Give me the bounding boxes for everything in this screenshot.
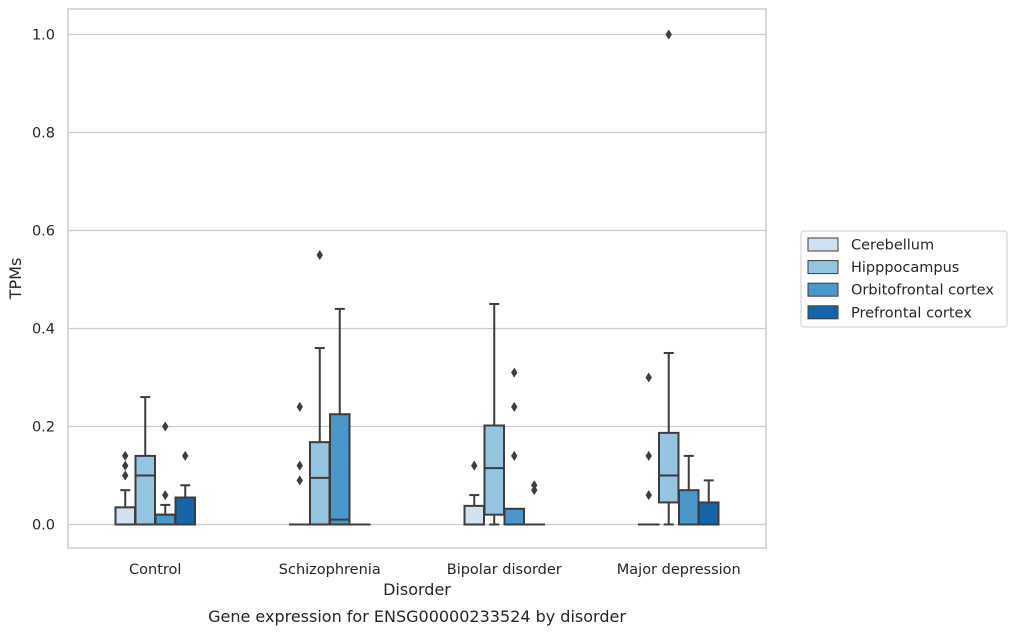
outlier-marker [511, 450, 518, 461]
x-axis-label: Disorder [383, 580, 451, 599]
box [503, 507, 525, 526]
outlier-marker [645, 490, 652, 501]
legend-swatch [807, 305, 839, 320]
outlier-marker [162, 421, 169, 432]
box [483, 424, 505, 516]
box-group [289, 401, 311, 526]
box [134, 454, 156, 526]
box-group [638, 372, 660, 526]
box-group [698, 479, 720, 526]
box [463, 504, 485, 526]
box-group [174, 450, 196, 526]
box [678, 489, 700, 526]
box-group [523, 480, 545, 526]
box [658, 431, 680, 504]
y-tick-label: 0.2 [32, 419, 55, 435]
box [329, 413, 351, 526]
outlier-marker [122, 450, 129, 461]
x-tick-labels: Control Schizophrenia Bipolar disorder Majo… [129, 562, 741, 578]
outlier-marker [122, 460, 129, 471]
legend-label: Cerebellum [851, 238, 934, 254]
legend-swatch [807, 282, 839, 297]
outlier-marker [665, 29, 672, 40]
box-group [483, 302, 505, 526]
outlier-marker [182, 450, 189, 461]
x-tick-label: Major depression [617, 562, 741, 578]
y-tick-label: 0.0 [32, 517, 55, 533]
box-group [134, 396, 156, 526]
outlier-marker [316, 249, 323, 260]
box [154, 513, 176, 526]
legend-label: Orbitofrontal cortex [851, 283, 994, 299]
outlier-marker [162, 490, 169, 501]
outlier-marker [296, 475, 303, 486]
box-group [463, 460, 485, 526]
y-axis-label: TPMs [6, 258, 25, 301]
x-tick-label: Control [129, 562, 181, 578]
y-tick-label: 0.4 [32, 321, 55, 337]
legend-swatch [807, 260, 839, 275]
box [114, 506, 136, 526]
y-tick-label: 0.6 [32, 223, 55, 239]
outlier-marker [296, 460, 303, 471]
box-group [503, 367, 525, 526]
y-tick-labels: 0.0 0.2 0.4 0.6 0.8 1.0 [32, 27, 55, 533]
outlier-marker [511, 401, 518, 412]
box [309, 441, 331, 526]
box-group [309, 249, 331, 526]
box [698, 501, 720, 526]
y-tick-label: 1.0 [32, 27, 55, 43]
outlier-marker [645, 450, 652, 461]
legend-label: Prefrontal cortex [851, 305, 972, 321]
box-group [114, 450, 136, 526]
legend-label: Hipppocampus [851, 260, 959, 276]
outlier-marker [122, 470, 129, 481]
legend-frame [800, 230, 1008, 328]
box [174, 496, 196, 526]
legend: Cerebellum Hipppocampus Orbitofrontal cort… [800, 230, 1008, 328]
box-group [658, 29, 680, 526]
outlier-marker [471, 460, 478, 471]
x-tick-label: Schizophrenia [279, 562, 381, 578]
outlier-marker [645, 372, 652, 383]
box-group [329, 307, 351, 526]
outlier-marker [511, 367, 518, 378]
box-series [114, 29, 720, 526]
chart-caption: Gene expression for ENSG00000233524 by d… [208, 607, 626, 626]
outlier-marker [296, 401, 303, 412]
plot-frame [67, 8, 767, 549]
outlier-marker [531, 480, 538, 491]
y-tick-label: 0.8 [32, 125, 55, 141]
legend-swatch [807, 237, 839, 252]
x-tick-label: Bipolar disorder [447, 562, 562, 578]
